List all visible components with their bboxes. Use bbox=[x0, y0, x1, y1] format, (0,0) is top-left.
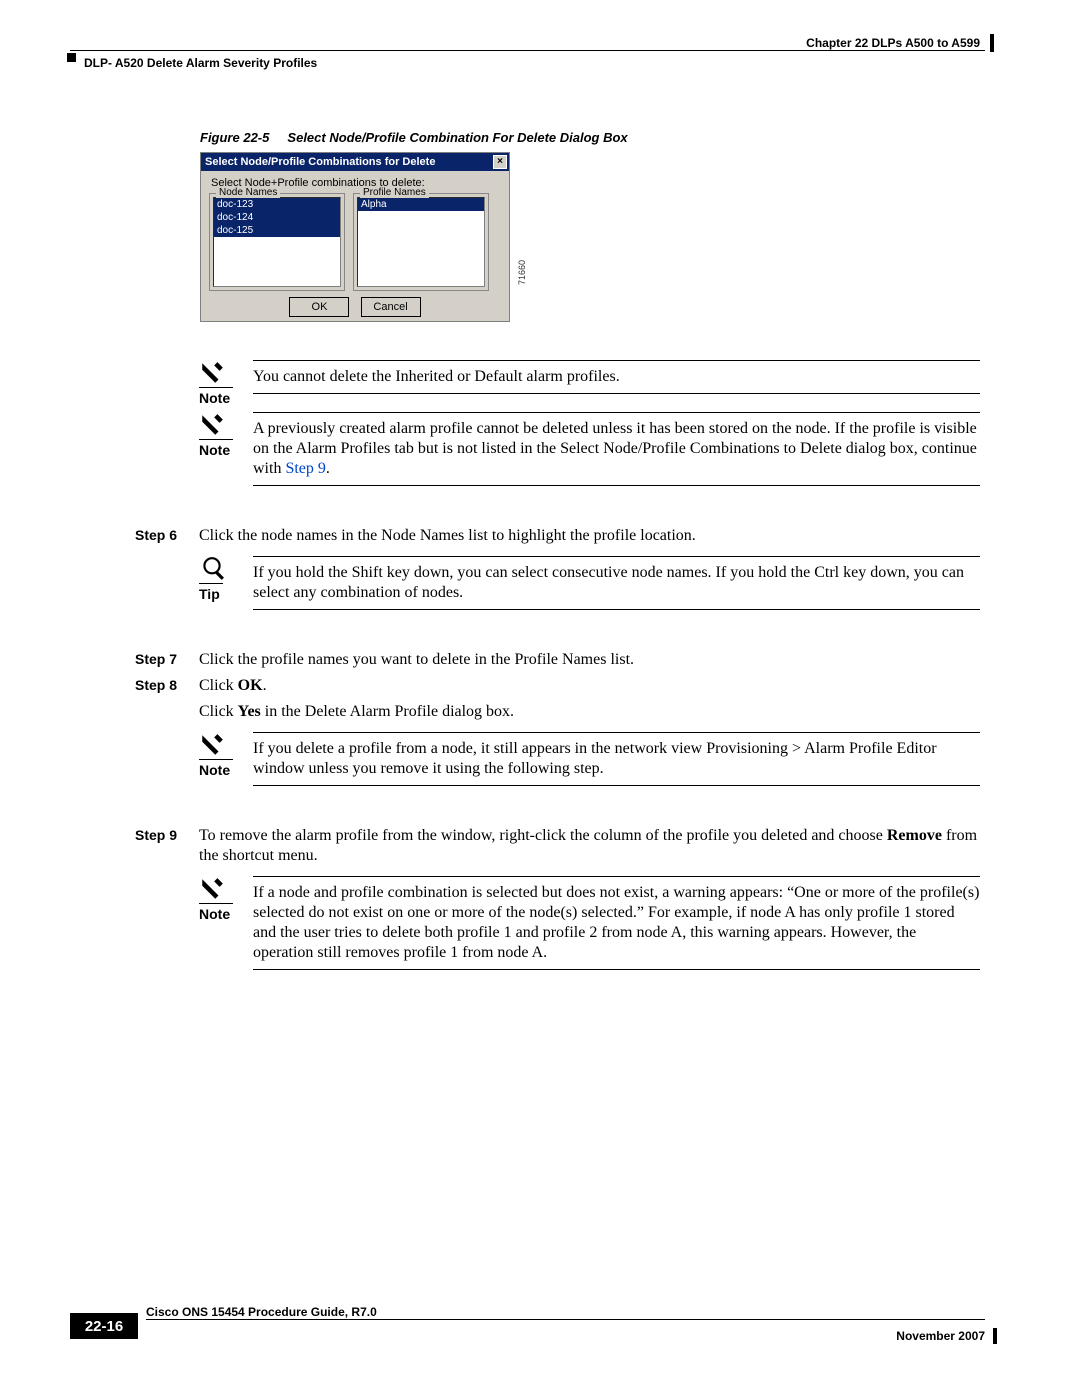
step-text: To remove the alarm profile from the win… bbox=[199, 826, 980, 866]
figure-label: Figure 22-5 bbox=[200, 130, 269, 145]
footer-guide-title: Cisco ONS 15454 Procedure Guide, R7.0 bbox=[146, 1305, 377, 1319]
note-label: Note bbox=[199, 762, 230, 778]
step-label: Step 8 bbox=[135, 676, 199, 693]
step-text: Click the profile names you want to dele… bbox=[199, 650, 980, 670]
cancel-button[interactable]: Cancel bbox=[361, 297, 421, 317]
note-icon bbox=[199, 360, 227, 388]
note-block: Note If you delete a profile from a node… bbox=[199, 732, 980, 786]
page-number-tab: 22-16 bbox=[70, 1313, 138, 1339]
note-label: Note bbox=[199, 442, 230, 458]
page-footer: Cisco ONS 15454 Procedure Guide, R7.0 22… bbox=[70, 1319, 985, 1363]
footer-date: November 2007 bbox=[896, 1329, 985, 1343]
tip-block: Tip If you hold the Shift key down, you … bbox=[199, 556, 980, 610]
note-block: Note You cannot delete the Inherited or … bbox=[199, 360, 980, 394]
bold-text: Remove bbox=[887, 827, 942, 844]
node-names-list[interactable]: doc-123 doc-124 doc-125 bbox=[213, 197, 341, 287]
step-label: Step 9 bbox=[135, 826, 199, 843]
list-item[interactable]: Alpha bbox=[358, 198, 484, 211]
note-icon bbox=[199, 412, 227, 440]
close-icon[interactable]: × bbox=[493, 155, 507, 169]
step-text: Click Yes in the Delete Alarm Profile di… bbox=[199, 702, 980, 722]
figure-sidecode: 71660 bbox=[517, 260, 527, 285]
note-text-part: . bbox=[326, 460, 330, 477]
step-text: Click OK. bbox=[199, 676, 980, 696]
ok-button[interactable]: OK bbox=[289, 297, 349, 317]
note-label: Note bbox=[199, 390, 230, 406]
tip-text: If you hold the Shift key down, you can … bbox=[253, 563, 980, 603]
profile-names-fieldset: Profile Names Alpha bbox=[353, 193, 489, 291]
bold-text: OK bbox=[238, 677, 263, 694]
note-text: A previously created alarm profile canno… bbox=[253, 419, 980, 479]
profile-names-list[interactable]: Alpha bbox=[357, 197, 485, 287]
node-names-legend: Node Names bbox=[216, 187, 280, 198]
dialog-titlebar: Select Node/Profile Combinations for Del… bbox=[201, 153, 509, 171]
note-block: Note A previously created alarm profile … bbox=[199, 412, 980, 486]
delete-combinations-dialog: Select Node/Profile Combinations for Del… bbox=[200, 152, 510, 322]
tip-label: Tip bbox=[199, 586, 220, 602]
note-text: If a node and profile combination is sel… bbox=[253, 883, 980, 963]
tip-icon bbox=[199, 556, 227, 584]
step-row: Step 8 Click OK. bbox=[135, 676, 980, 696]
header-chapter: Chapter 22 DLPs A500 to A599 bbox=[806, 36, 980, 50]
list-item[interactable]: doc-125 bbox=[214, 224, 340, 237]
step-row: Step 7 Click the profile names you want … bbox=[135, 650, 980, 670]
text-part: in the Delete Alarm Profile dialog box. bbox=[261, 703, 514, 720]
step-link[interactable]: Step 9 bbox=[285, 460, 325, 477]
step-text: Click the node names in the Node Names l… bbox=[199, 526, 980, 546]
text-part: To remove the alarm profile from the win… bbox=[199, 827, 887, 844]
step-label: Step 6 bbox=[135, 526, 199, 543]
header-rule bbox=[70, 50, 985, 51]
note-text: You cannot delete the Inherited or Defau… bbox=[253, 367, 980, 387]
note-text-part: A previously created alarm profile canno… bbox=[253, 420, 977, 477]
step-row: Step 9 To remove the alarm profile from … bbox=[135, 826, 980, 866]
node-names-fieldset: Node Names doc-123 doc-124 doc-125 bbox=[209, 193, 345, 291]
dialog-wrap: Select Node/Profile Combinations for Del… bbox=[200, 152, 510, 322]
header-section: DLP- A520 Delete Alarm Severity Profiles bbox=[84, 56, 317, 70]
bold-text: Yes bbox=[238, 703, 261, 720]
step-row: Step 6 Click the node names in the Node … bbox=[135, 526, 980, 546]
text-part: Click bbox=[199, 703, 238, 720]
note-text: If you delete a profile from a node, it … bbox=[253, 739, 980, 779]
note-block: Note If a node and profile combination i… bbox=[199, 876, 980, 970]
figure-title: Select Node/Profile Combination For Dele… bbox=[287, 130, 627, 145]
list-item[interactable]: doc-123 bbox=[214, 198, 340, 211]
list-item[interactable]: doc-124 bbox=[214, 211, 340, 224]
profile-names-legend: Profile Names bbox=[360, 187, 429, 198]
text-part: Click bbox=[199, 677, 238, 694]
dialog-title: Select Node/Profile Combinations for Del… bbox=[205, 156, 493, 168]
step-label: Step 7 bbox=[135, 650, 199, 667]
note-icon bbox=[199, 732, 227, 760]
figure-caption: Figure 22-5 Select Node/Profile Combinat… bbox=[200, 130, 628, 145]
step-row: Click Yes in the Delete Alarm Profile di… bbox=[135, 702, 980, 722]
note-label: Note bbox=[199, 906, 230, 922]
note-icon bbox=[199, 876, 227, 904]
text-part: . bbox=[263, 677, 267, 694]
